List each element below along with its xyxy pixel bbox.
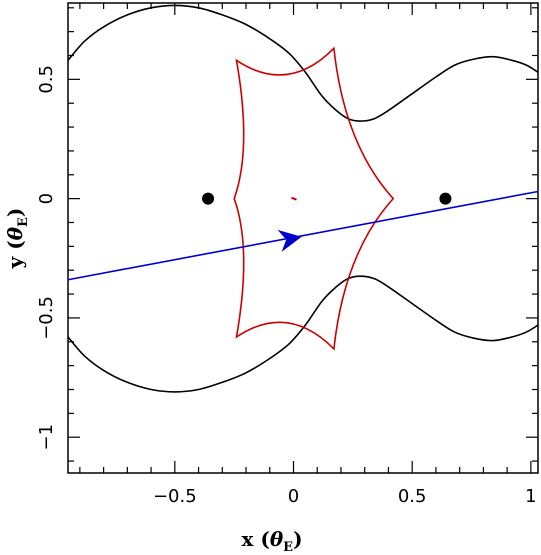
caustic-center-mark xyxy=(291,196,297,201)
critical-curve-upper xyxy=(67,4,539,122)
lens-2-marker xyxy=(439,192,452,205)
y-tick-label: 0 xyxy=(36,193,57,204)
caustic-curve xyxy=(233,46,395,351)
x-tick-labels: −0.5 0 0.5 1 xyxy=(153,486,537,507)
lens-1-marker xyxy=(202,192,215,205)
x-tick-label: 0 xyxy=(288,486,299,507)
y-axis-label: y (θE) xyxy=(3,208,31,270)
axis-ticks xyxy=(68,3,538,473)
x-axis-label: x (θE) xyxy=(241,527,302,555)
y-tick-labels: −1 −0.5 0 0.5 xyxy=(36,65,57,450)
critical-curve-lower xyxy=(67,275,539,393)
plot-series xyxy=(67,4,539,393)
source-trajectory-arrow xyxy=(277,229,302,252)
y-tick-label: −1 xyxy=(36,424,57,451)
x-tick-label: 1 xyxy=(525,486,536,507)
x-tick-label: 0.5 xyxy=(398,486,427,507)
x-tick-label: −0.5 xyxy=(153,486,197,507)
plot-frame xyxy=(67,2,539,474)
source-trajectory-line xyxy=(67,190,539,281)
y-tick-label: −0.5 xyxy=(36,296,57,340)
y-tick-label: 0.5 xyxy=(36,65,57,94)
